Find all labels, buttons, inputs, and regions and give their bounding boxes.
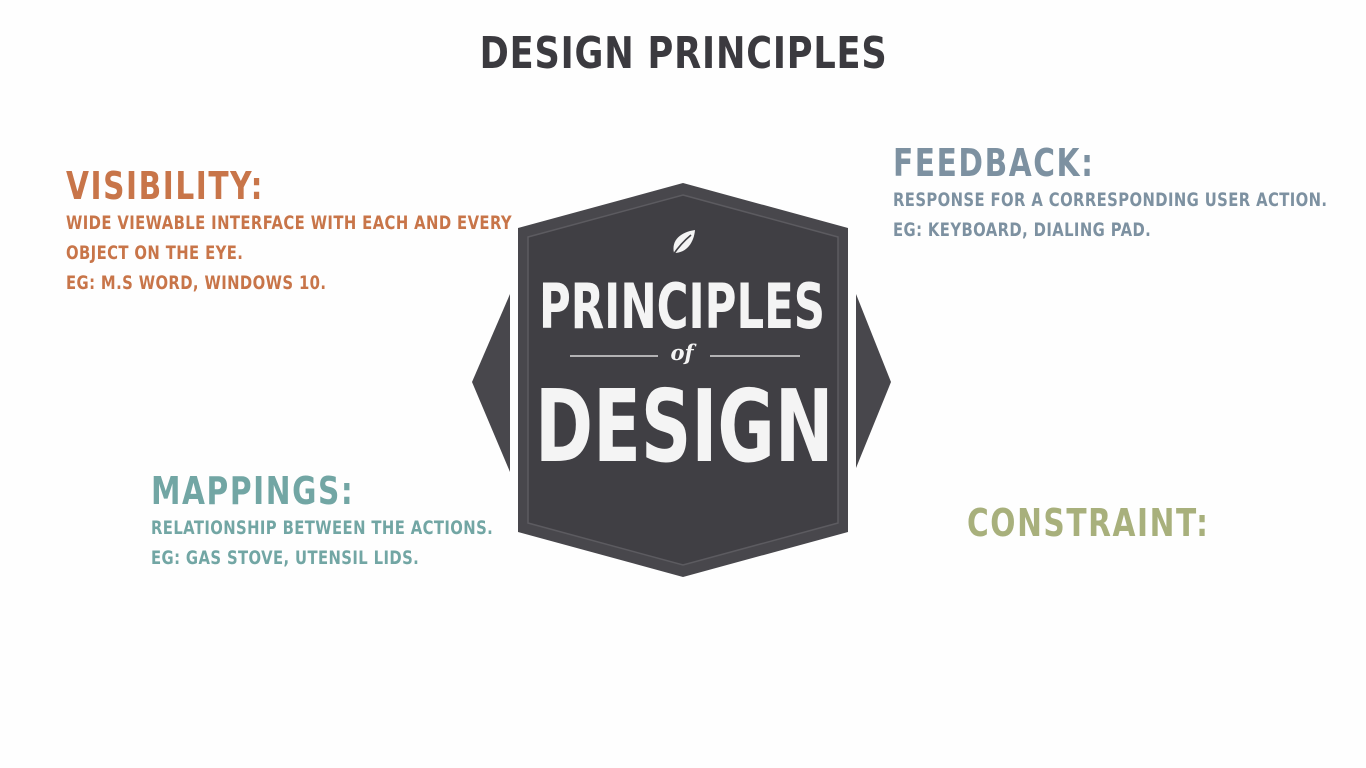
feedback-section: FEEDBACK: RESPONSE FOR A CORRESPONDING U… [893,141,1327,245]
feedback-line: RESPONSE FOR A CORRESPONDING USER ACTION… [893,189,1328,211]
badge-right-wing [856,294,891,468]
constraint-section: CONSTRAINT: [967,501,1210,545]
feedback-example: EG: KEYBOARD, DIALING PAD. [893,219,1152,241]
visibility-line: WIDE VIEWABLE INTERFACE WITH EACH AND EV… [66,212,513,234]
visibility-description: WIDE VIEWABLE INTERFACE WITH EACH AND EV… [66,208,512,298]
mappings-example: EG: GAS STOVE, UTENSIL LIDS. [151,547,420,569]
page-title: DESIGN PRINCIPLES [479,28,888,79]
visibility-heading: VISIBILITY: [66,164,264,208]
visibility-section: VISIBILITY: WIDE VIEWABLE INTERFACE WITH… [66,164,512,298]
leaf-icon [672,230,695,256]
badge-of-text: of [670,340,694,365]
badge-design-text: DESIGN [535,368,834,485]
visibility-line: OBJECT ON THE EYE. [66,242,244,264]
badge-left-wing [472,294,510,472]
badge-inner [527,194,839,566]
mappings-heading: MAPPINGS: [151,469,355,513]
constraint-heading: CONSTRAINT: [967,501,1210,545]
feedback-heading: FEEDBACK: [893,141,1095,185]
visibility-example: EG: M.S WORD, WINDOWS 10. [66,272,327,294]
mappings-line: RELATIONSHIP BETWEEN THE ACTIONS. [151,517,494,539]
badge-shape [472,183,891,577]
mappings-section: MAPPINGS: RELATIONSHIP BETWEEN THE ACTIO… [151,469,493,573]
badge-principles-text: PRINCIPLES [538,270,826,343]
principles-of-design-badge: PRINCIPLES of DESIGN [472,182,892,578]
